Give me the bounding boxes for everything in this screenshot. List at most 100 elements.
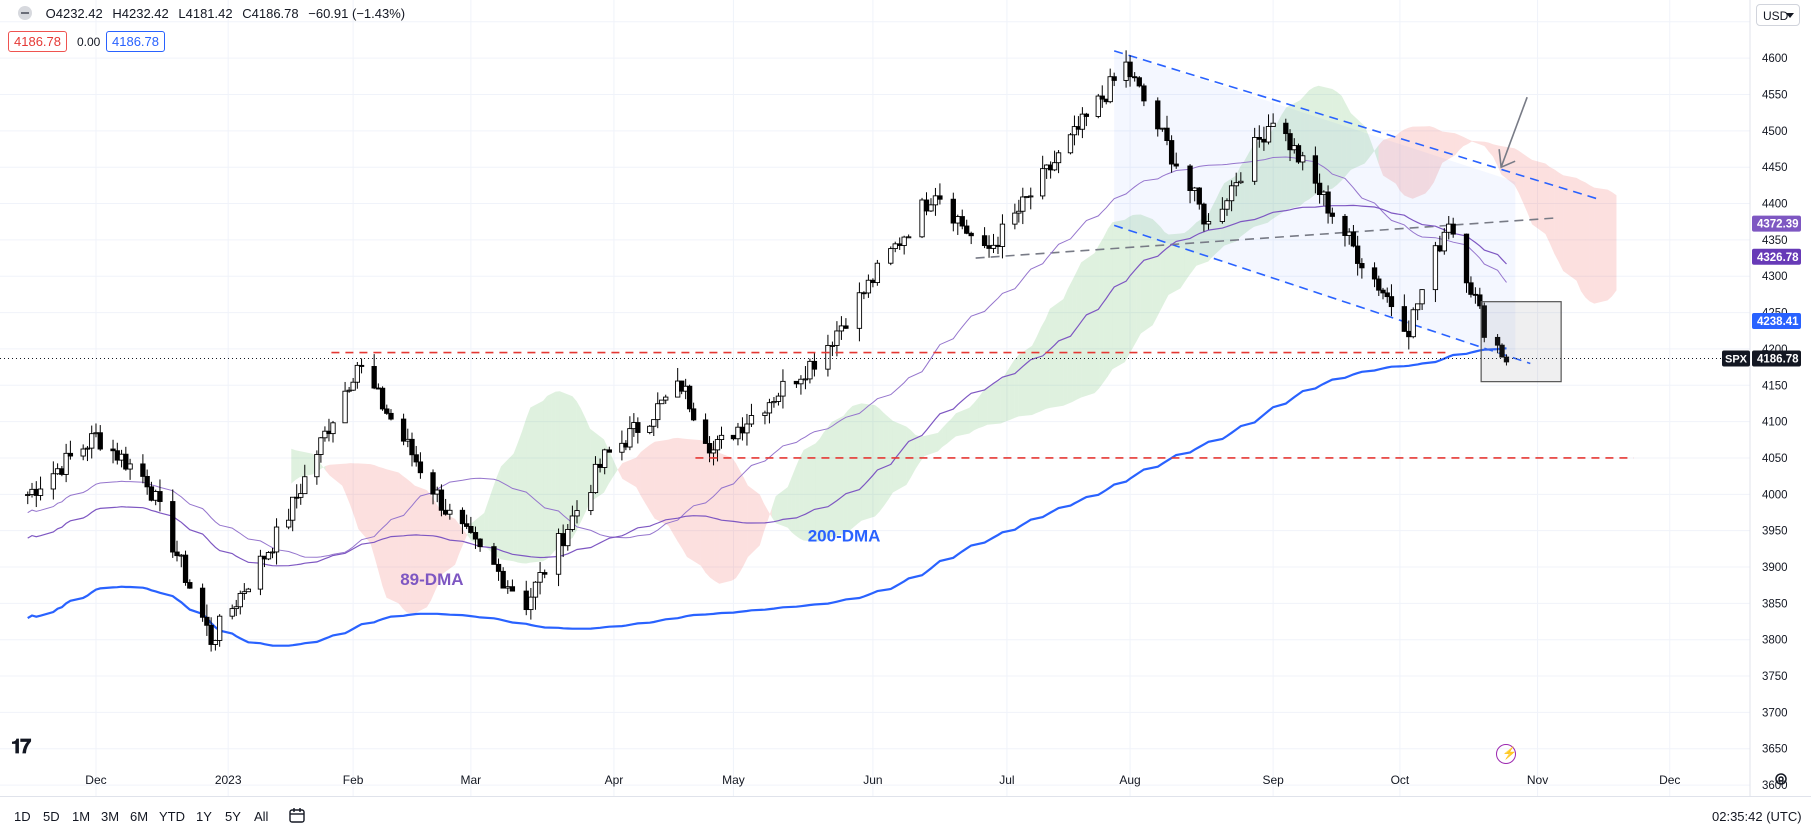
cloud-segment xyxy=(1467,138,1472,145)
cloud-segment xyxy=(1018,345,1033,417)
range-button-all[interactable]: All xyxy=(254,809,269,824)
range-button-1m[interactable]: 1M xyxy=(72,809,91,824)
candle-body xyxy=(1410,309,1416,338)
cloud-segment xyxy=(1488,142,1494,157)
cloud-segment xyxy=(342,463,347,496)
candle-body xyxy=(897,243,903,246)
candle-body xyxy=(233,606,239,610)
cloud-segment xyxy=(455,518,460,565)
cloud-segment xyxy=(1532,159,1546,234)
cloud-segment xyxy=(1576,177,1581,292)
range-button-3m[interactable]: 3M xyxy=(101,809,120,824)
candle-body xyxy=(1256,136,1262,140)
cloud-segment xyxy=(687,438,701,566)
cloud-segment xyxy=(551,391,556,555)
cloud-segment xyxy=(973,397,979,431)
candle-body xyxy=(1067,134,1074,154)
candle-body xyxy=(354,364,360,383)
range-button-ytd[interactable]: YTD xyxy=(159,809,185,824)
candle-body xyxy=(574,510,580,517)
range-button-1d[interactable]: 1D xyxy=(14,809,31,824)
cloud-segment xyxy=(677,437,683,549)
cloud-segment xyxy=(771,496,776,524)
candle-body xyxy=(187,582,193,589)
candle-body xyxy=(204,616,210,626)
candle-body xyxy=(1450,223,1456,235)
cloud-segment xyxy=(496,466,501,560)
candle-body xyxy=(110,448,116,452)
cloud-segment xyxy=(438,507,443,583)
candle-body xyxy=(1055,152,1062,164)
candle-body xyxy=(1111,76,1117,81)
cloud-segment xyxy=(739,470,744,573)
candle-body xyxy=(766,402,773,414)
candle-body xyxy=(89,433,95,449)
candle-body xyxy=(710,449,717,454)
menu-icon[interactable] xyxy=(18,6,32,20)
candle-body xyxy=(1295,145,1302,163)
cloud-segment xyxy=(325,464,330,476)
candle-body xyxy=(1283,122,1289,135)
range-button-5d[interactable]: 5D xyxy=(43,809,60,824)
candle-body xyxy=(919,199,925,238)
x-tick-label: Dec xyxy=(85,773,106,787)
candle-body xyxy=(217,615,223,641)
cloud-segment xyxy=(1005,367,1010,422)
cloud-segment xyxy=(1103,228,1108,383)
ma-50-line xyxy=(27,156,1507,558)
axis-value-label: 4238.41 xyxy=(1757,316,1799,328)
moving-averages xyxy=(27,156,1507,647)
currency-select[interactable]: USD xyxy=(1756,4,1800,26)
candle-body xyxy=(1159,127,1166,130)
cloud-segment xyxy=(982,386,988,427)
cloud-segment xyxy=(1300,95,1305,206)
utc-clock[interactable]: 02:35:42 (UTC) xyxy=(1712,809,1802,824)
sell-price-box[interactable]: 4186.78 xyxy=(8,31,67,52)
cloud-segment xyxy=(795,457,800,539)
candle-body xyxy=(459,509,466,525)
candle-body xyxy=(1329,212,1335,217)
candle-body xyxy=(1196,187,1202,205)
cloud-segment xyxy=(374,465,379,572)
ma-89-line xyxy=(27,204,1507,567)
candle-body xyxy=(1141,85,1147,102)
cloud-segment xyxy=(700,440,706,573)
range-button-6m[interactable]: 6M xyxy=(130,809,149,824)
cloud-segment xyxy=(987,379,1001,425)
cloud-segment xyxy=(329,463,343,486)
buy-price-box[interactable]: 4186.78 xyxy=(106,31,165,52)
candle-body xyxy=(950,198,956,224)
candle-body xyxy=(67,452,74,457)
cloud-segment xyxy=(668,438,674,534)
gear-icon[interactable] xyxy=(1774,772,1788,786)
candle-body xyxy=(405,438,411,442)
cloud-segment xyxy=(767,508,772,521)
range-button-1y[interactable]: 1Y xyxy=(196,809,212,824)
cloud-segment xyxy=(530,400,544,563)
candle-body xyxy=(37,488,44,496)
y-tick-label: 3950 xyxy=(1762,526,1788,538)
price-axis[interactable]: 4650460045504500445044004350430042504200… xyxy=(1722,0,1801,796)
cloud-segment xyxy=(1585,182,1590,302)
cloud-segment xyxy=(1136,214,1141,341)
time-axis[interactable]: Dec 2023 Feb Mar Apr May Jun Jul Aug Sep Oct Nov Dec xyxy=(85,773,1680,787)
candle-body xyxy=(1192,187,1198,191)
lightning-icon[interactable]: ⚡ xyxy=(1496,744,1517,764)
range-button-5y[interactable]: 5Y xyxy=(225,809,241,824)
calendar-icon[interactable] xyxy=(288,806,306,824)
cloud-segment xyxy=(622,457,637,488)
candle-body xyxy=(1095,95,1101,117)
candle-body xyxy=(1300,155,1306,163)
candle-body xyxy=(834,330,840,346)
candle-body xyxy=(434,489,440,495)
candle-body xyxy=(981,235,988,247)
y-tick-label: 4300 xyxy=(1762,271,1788,283)
x-tick-label: Jul xyxy=(999,773,1014,787)
cloud-segment xyxy=(910,430,916,478)
candlesticks xyxy=(25,50,1510,652)
candle-body xyxy=(937,195,943,200)
cloud-segment xyxy=(291,448,296,484)
cloud-segment xyxy=(1156,222,1161,318)
candle-body xyxy=(523,590,529,611)
